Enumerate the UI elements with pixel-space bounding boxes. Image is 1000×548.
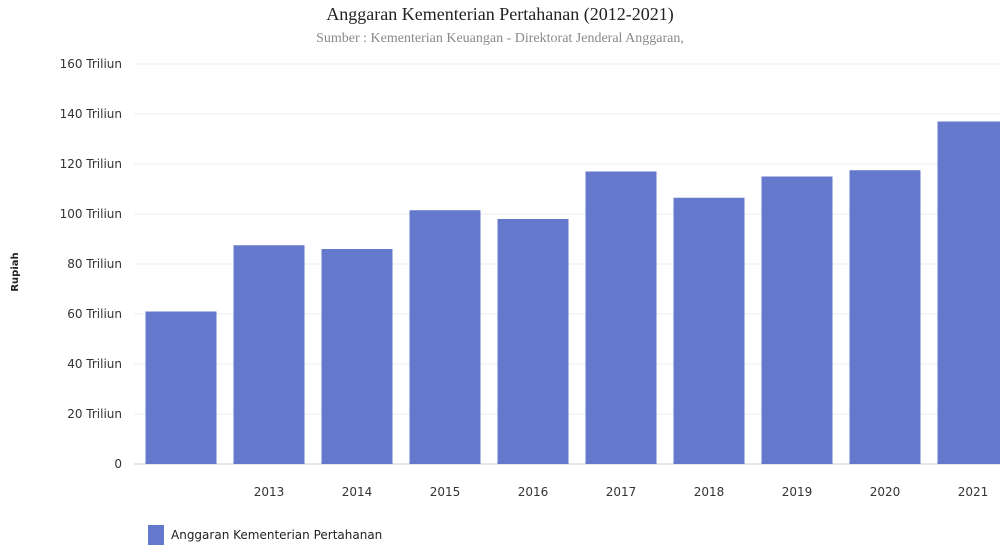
legend[interactable]: Anggaran Kementerian Pertahanan	[148, 524, 382, 546]
y-axis-label: Rupiah	[10, 252, 21, 291]
y-tick-label: 40 Triliun	[67, 357, 122, 371]
x-tick-label: 2018	[694, 485, 725, 499]
y-tick-label: 0	[114, 457, 122, 471]
x-tick-label: 2019	[782, 485, 813, 499]
x-tick-label: 2021	[958, 485, 989, 499]
bar[interactable]	[585, 171, 657, 465]
x-tick-label: 2020	[870, 485, 901, 499]
x-axis-ticks: 2013 2014 2015 2016 2017 2018 2019 2020 2021	[254, 485, 989, 499]
x-tick-label: 2013	[254, 485, 285, 499]
legend-swatch	[148, 525, 164, 545]
x-tick-label: 2016	[518, 485, 549, 499]
y-tick-label: 20 Triliun	[67, 407, 122, 421]
bars	[145, 121, 1000, 465]
y-tick-label: 160 Triliun	[60, 57, 122, 71]
bar[interactable]	[321, 249, 393, 464]
x-tick-label: 2014	[342, 485, 373, 499]
y-tick-label: 120 Triliun	[60, 157, 122, 171]
chart-title: Anggaran Kementerian Pertahanan (2012-20…	[326, 4, 674, 24]
y-tick-label: 60 Triliun	[67, 307, 122, 321]
y-tick-label: 100 Triliun	[60, 207, 122, 221]
x-tick-label: 2017	[606, 485, 637, 499]
bar[interactable]	[937, 121, 1000, 465]
bar[interactable]	[497, 219, 569, 464]
bar[interactable]	[145, 311, 217, 465]
bar[interactable]	[673, 197, 745, 464]
bar[interactable]	[849, 170, 921, 464]
bar[interactable]	[761, 176, 833, 465]
y-tick-label: 80 Triliun	[67, 257, 122, 271]
x-tick-label: 2015	[430, 485, 461, 499]
bar[interactable]	[233, 245, 305, 464]
chart-subtitle: Sumber : Kementerian Keuangan - Direktor…	[316, 31, 684, 46]
y-axis-ticks: 0 20 Triliun 40 Triliun 60 Triliun 80 Triliu…	[60, 57, 122, 471]
bar[interactable]	[409, 210, 481, 464]
legend-label: Anggaran Kementerian Pertahanan	[171, 528, 383, 542]
y-tick-label: 140 Triliun	[60, 107, 122, 121]
